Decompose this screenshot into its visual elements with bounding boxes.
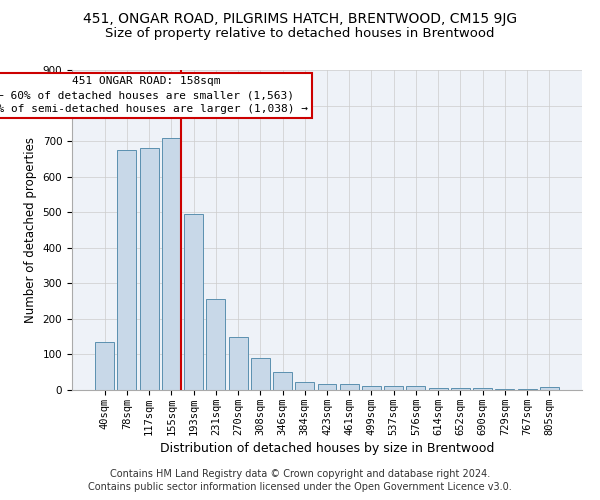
Bar <box>184 214 203 390</box>
Bar <box>384 386 403 390</box>
Text: Size of property relative to detached houses in Brentwood: Size of property relative to detached ho… <box>105 28 495 40</box>
Bar <box>451 388 470 390</box>
Bar <box>251 358 270 390</box>
Y-axis label: Number of detached properties: Number of detached properties <box>24 137 37 323</box>
X-axis label: Distribution of detached houses by size in Brentwood: Distribution of detached houses by size … <box>160 442 494 455</box>
Bar <box>140 148 158 390</box>
Text: 451 ONGAR ROAD: 158sqm
← 60% of detached houses are smaller (1,563)
40% of semi-: 451 ONGAR ROAD: 158sqm ← 60% of detached… <box>0 76 308 114</box>
Bar <box>295 382 314 390</box>
Bar <box>340 384 359 390</box>
Bar <box>162 138 181 390</box>
Bar <box>473 388 492 390</box>
Text: Contains HM Land Registry data © Crown copyright and database right 2024.
Contai: Contains HM Land Registry data © Crown c… <box>88 470 512 492</box>
Bar <box>362 386 381 390</box>
Bar <box>229 336 248 390</box>
Bar <box>118 150 136 390</box>
Bar <box>429 388 448 390</box>
Bar <box>406 386 425 390</box>
Bar <box>273 372 292 390</box>
Bar <box>317 384 337 390</box>
Bar <box>95 342 114 390</box>
Bar <box>206 300 225 390</box>
Text: 451, ONGAR ROAD, PILGRIMS HATCH, BRENTWOOD, CM15 9JG: 451, ONGAR ROAD, PILGRIMS HATCH, BRENTWO… <box>83 12 517 26</box>
Bar <box>540 387 559 390</box>
